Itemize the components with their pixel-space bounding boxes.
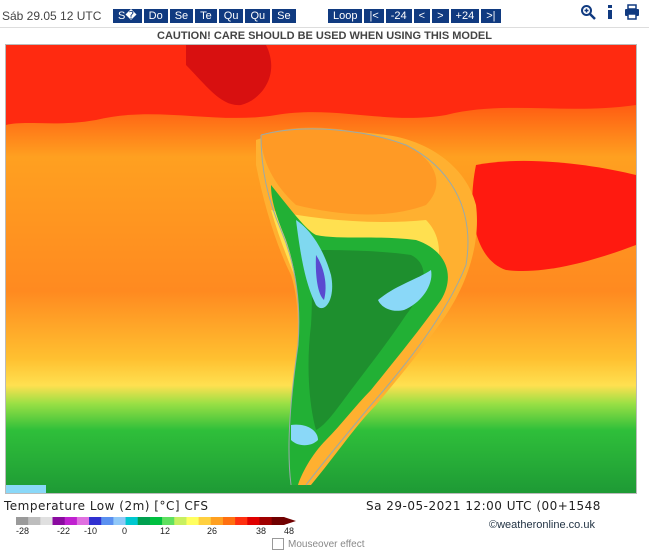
first-button[interactable]: |< bbox=[364, 9, 384, 23]
legend-swatch bbox=[174, 517, 187, 525]
info-icon[interactable] bbox=[602, 4, 618, 20]
tools bbox=[580, 4, 640, 20]
forward-24-button[interactable]: +24 bbox=[450, 9, 480, 23]
legend-swatch bbox=[16, 517, 29, 525]
day-buttons: S� Do Se Te Qu Qu Se bbox=[113, 9, 296, 23]
legend-swatch bbox=[52, 517, 66, 525]
day-button-thu[interactable]: Qu bbox=[245, 9, 271, 23]
mouseover-checkbox[interactable] bbox=[272, 538, 284, 550]
time-nav: Loop |< -24 < > +24 >| bbox=[328, 9, 501, 23]
color-legend bbox=[16, 517, 296, 525]
date-label: Sáb 29.05 12 UTC bbox=[2, 9, 102, 23]
legend-swatch bbox=[101, 517, 114, 525]
legend-swatch bbox=[271, 517, 285, 525]
last-button[interactable]: >| bbox=[481, 9, 501, 23]
legend-swatch bbox=[137, 517, 151, 525]
valid-time: Sa 29-05-2021 12:00 UTC (00+1548 bbox=[366, 499, 601, 513]
legend-swatch bbox=[198, 517, 212, 525]
legend-tick: -28 bbox=[16, 526, 30, 536]
hot-band-north bbox=[6, 45, 636, 125]
legend-swatch bbox=[113, 517, 127, 525]
caution-banner: CAUTION! CARE SHOULD BE USED WHEN USING … bbox=[157, 30, 492, 42]
legend-swatch bbox=[235, 517, 248, 525]
loop-button[interactable]: Loop bbox=[328, 9, 363, 23]
day-button-fri[interactable]: Se bbox=[272, 9, 296, 23]
prev-button[interactable]: < bbox=[413, 9, 431, 23]
day-button-wed[interactable]: Qu bbox=[218, 9, 244, 23]
legend-swatch bbox=[210, 517, 224, 525]
day-button-tue[interactable]: Te bbox=[195, 9, 217, 23]
zoom-icon[interactable] bbox=[580, 4, 596, 20]
parameter-label: Temperature Low (2m) [°C] CFS bbox=[4, 499, 209, 513]
legend-swatch bbox=[162, 517, 175, 525]
mouseover-toggle[interactable]: Mouseover effect bbox=[272, 538, 365, 550]
brazil-cold bbox=[378, 270, 432, 311]
legend-tick: 38 bbox=[256, 526, 267, 536]
andes-coldest bbox=[315, 255, 326, 300]
legend-arrow bbox=[283, 517, 296, 525]
day-button-sun[interactable]: Do bbox=[143, 9, 168, 23]
legend-tick: -10 bbox=[84, 526, 98, 536]
legend-tick: 48 bbox=[284, 526, 295, 536]
legend-swatch bbox=[149, 517, 163, 525]
corner-cold bbox=[6, 485, 46, 493]
mouseover-label: Mouseover effect bbox=[288, 538, 365, 550]
credit-link[interactable]: ©weatheronline.co.uk bbox=[489, 519, 595, 531]
atlantic-hot-patch bbox=[472, 160, 636, 271]
legend-swatch bbox=[76, 517, 90, 525]
patagonia-cold bbox=[291, 424, 318, 446]
day-button-mon[interactable]: Se bbox=[169, 9, 194, 23]
legend-tick: 12 bbox=[160, 526, 171, 536]
back-24-button[interactable]: -24 bbox=[385, 9, 412, 23]
print-icon[interactable] bbox=[624, 4, 640, 20]
legend-swatch bbox=[186, 517, 200, 525]
legend-swatch bbox=[125, 517, 139, 525]
legend-swatch bbox=[259, 517, 273, 525]
legend-swatch bbox=[247, 517, 260, 525]
legend-tick: 26 bbox=[207, 526, 218, 536]
legend-swatch bbox=[222, 517, 236, 525]
amazon-warm bbox=[261, 127, 437, 215]
central-america bbox=[186, 45, 272, 106]
legend-swatch bbox=[64, 517, 78, 525]
temperature-map[interactable] bbox=[5, 44, 637, 494]
legend-tick: 0 bbox=[122, 526, 128, 536]
legend-swatch bbox=[89, 517, 102, 525]
legend-swatch bbox=[40, 517, 54, 525]
coastline bbox=[260, 128, 469, 486]
day-button-sat[interactable]: S� bbox=[113, 9, 142, 23]
legend-tick: -22 bbox=[57, 526, 71, 536]
divider bbox=[0, 27, 649, 28]
next-button[interactable]: > bbox=[432, 9, 449, 23]
legend-swatch bbox=[28, 517, 41, 525]
toolbar: Sáb 29.05 12 UTC S� Do Se Te Qu Qu Se Lo… bbox=[0, 0, 649, 28]
